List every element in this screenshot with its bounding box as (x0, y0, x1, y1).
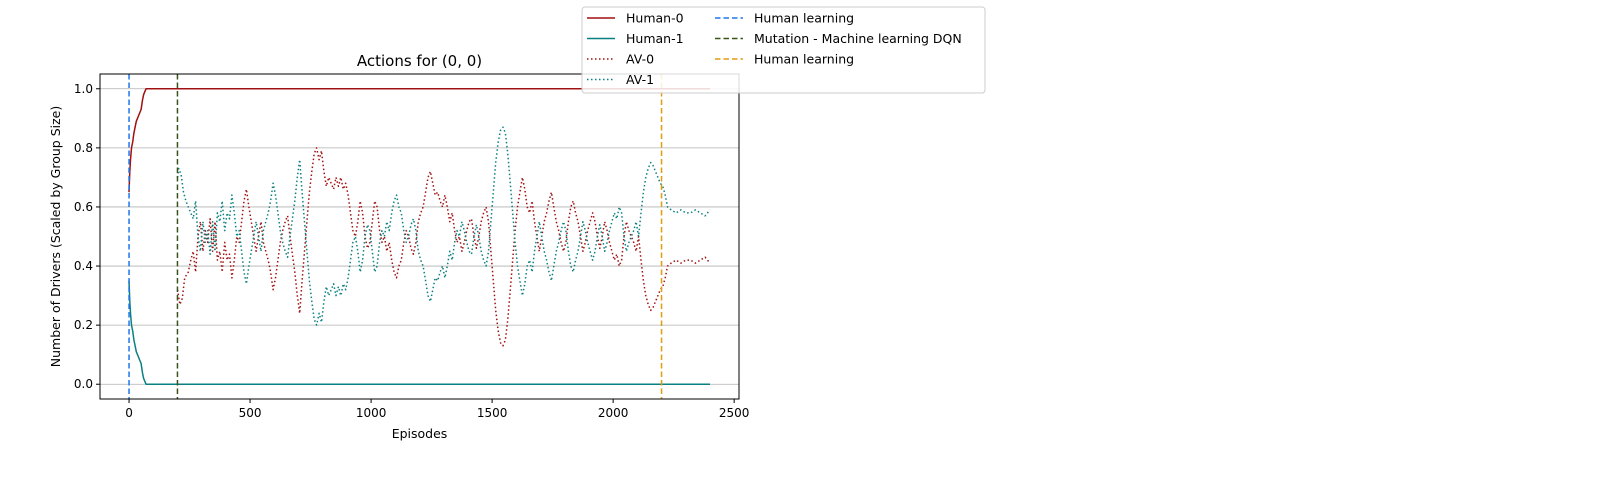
series-group (128, 88, 711, 385)
legend-label: Mutation - Machine learning DQN (754, 31, 962, 46)
plot-frame (99, 73, 740, 400)
x-tick-label: 1500 (477, 406, 508, 420)
legend-label: Human learning (754, 52, 854, 67)
y-axis-ticks: 0.0 0.2 0.4 0.6 0.8 1.0 (74, 82, 100, 391)
legend-label: AV-1 (626, 72, 654, 87)
y-tick-label: 0.4 (74, 259, 93, 273)
vertical-markers (128, 74, 663, 399)
x-tick-label: 500 (239, 406, 262, 420)
y-tick-label: 1.0 (74, 82, 93, 96)
y-tick-label: 0.6 (74, 200, 93, 214)
x-tick-label: 2500 (719, 406, 750, 420)
legend-box (581, 6, 986, 94)
legend-label: AV-0 (626, 52, 654, 67)
x-tick-label: 1000 (356, 406, 387, 420)
legend-label: Human-1 (626, 31, 684, 46)
series-line-human-1 (128, 280, 710, 385)
series-line-av-0 (176, 147, 711, 347)
series-line-av-1 (176, 126, 711, 326)
legend-label: Human learning (754, 11, 854, 26)
y-tick-label: 0.8 (74, 141, 93, 155)
y-axis-label: Number of Drivers (Scaled by Group Size) (48, 106, 63, 367)
y-tick-label: 0.2 (74, 318, 93, 332)
y-tick-label: 0.0 (74, 377, 93, 391)
grid-lines (100, 88, 739, 385)
chart-title: Actions for (0, 0) (357, 52, 482, 70)
series-line-human-0 (128, 88, 710, 193)
legend: Human-0 Human-1 AV-0 AV-1 Human learning Muta… (581, 6, 986, 94)
x-axis-label: Episodes (392, 426, 448, 441)
x-tick-label: 2000 (598, 406, 629, 420)
legend-label: Human-0 (626, 11, 684, 26)
x-axis-ticks: 0 500 1000 1500 2000 2500 (125, 399, 749, 420)
x-tick-label: 0 (125, 406, 133, 420)
